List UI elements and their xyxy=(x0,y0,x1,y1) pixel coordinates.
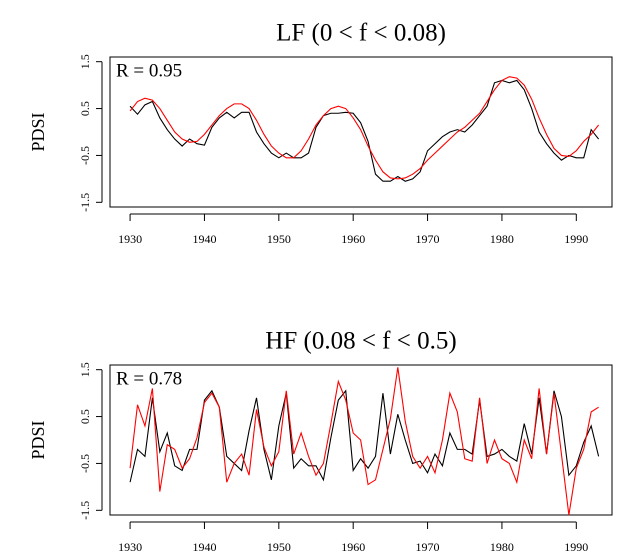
y-tick-label: -0.5 xyxy=(78,146,92,165)
y-tick-label: -0.5 xyxy=(78,454,92,473)
y-tick-label: 1.5 xyxy=(78,54,92,69)
plot-box xyxy=(109,56,613,208)
y-tick-label: 0.5 xyxy=(78,101,92,116)
annotation: R = 0.95 xyxy=(116,60,182,81)
x-tick-label: 1970 xyxy=(416,540,440,554)
y-tick-label: -1.5 xyxy=(78,501,92,520)
x-tick-label: 1990 xyxy=(564,232,588,246)
x-tick-label: 1950 xyxy=(267,540,291,554)
y-tick-label: 0.5 xyxy=(78,409,92,424)
y-tick-label: 1.5 xyxy=(78,362,92,377)
panel: LF (0 < f < 0.08) PDSI -1.5 -0.5 0.5 1.5 1930 1… xyxy=(28,20,613,246)
x-tick-label: 1940 xyxy=(192,232,216,246)
x-tick-label: 1940 xyxy=(192,540,216,554)
annotation: R = 0.78 xyxy=(116,368,182,389)
plot-box xyxy=(109,364,613,516)
x-tick-label: 1990 xyxy=(564,540,588,554)
chart-title: HF (0.08 < f < 0.5) xyxy=(265,328,456,355)
y-tick-label: -1.5 xyxy=(78,193,92,212)
y-axis-label: PDSI xyxy=(28,420,48,459)
series-line xyxy=(129,367,599,516)
x-tick-label: 1980 xyxy=(490,540,514,554)
x-tick-label: 1960 xyxy=(341,540,365,554)
x-tick-label: 1960 xyxy=(341,232,365,246)
series-line xyxy=(129,389,600,483)
x-tick-label: 1930 xyxy=(118,540,142,554)
series-line xyxy=(129,79,600,182)
x-tick-label: 1950 xyxy=(267,232,291,246)
x-tick-label: 1970 xyxy=(416,232,440,246)
y-axis-label: PDSI xyxy=(28,112,48,151)
x-tick-label: 1980 xyxy=(490,232,514,246)
chart-title: LF (0 < f < 0.08) xyxy=(276,20,446,47)
series-line xyxy=(129,76,600,180)
panel: HF (0.08 < f < 0.5) PDSI -1.5 -0.5 0.5 1.5 193… xyxy=(28,328,613,554)
x-tick-label: 1930 xyxy=(118,232,142,246)
